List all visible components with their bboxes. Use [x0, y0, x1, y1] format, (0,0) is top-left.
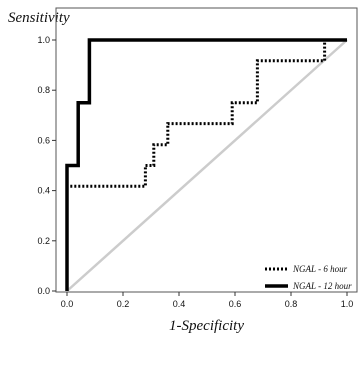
plot-frame — [55, 7, 358, 293]
y-tick-label: 0.0 — [37, 286, 50, 296]
y-tick-label: 0.2 — [37, 236, 50, 246]
x-tick-label: 0.2 — [117, 299, 130, 309]
reference-diagonal — [66, 39, 348, 292]
legend-label: NGAL - 6 hour — [292, 264, 348, 274]
y-tick-label: 0.4 — [37, 186, 50, 196]
x-tick-label: 0.4 — [173, 299, 186, 309]
y-tick-label: 0.8 — [37, 85, 50, 95]
legend: NGAL - 6 hour NGAL - 12 hour — [265, 264, 352, 291]
legend-label: NGAL - 12 hour — [292, 281, 352, 291]
x-tick-label: 1.0 — [341, 299, 354, 309]
x-tick-label: 0.0 — [61, 299, 74, 309]
y-tick-label: 1.0 — [37, 35, 50, 45]
series-line-1 — [65, 38, 347, 291]
x-tick-label: 0.8 — [285, 299, 298, 309]
axis-ticks: 0.0 0.2 0.4 0.6 0.8 1.0 0.0 0.2 0.4 0.6 0.8 1.0 — [37, 35, 353, 309]
series-lines — [65, 38, 347, 291]
y-tick-label: 0.6 — [37, 135, 50, 145]
x-tick-label: 0.6 — [229, 299, 242, 309]
y-axis-label: Sensitivity — [8, 10, 70, 26]
x-axis-label: 1-Specificity — [169, 318, 244, 334]
